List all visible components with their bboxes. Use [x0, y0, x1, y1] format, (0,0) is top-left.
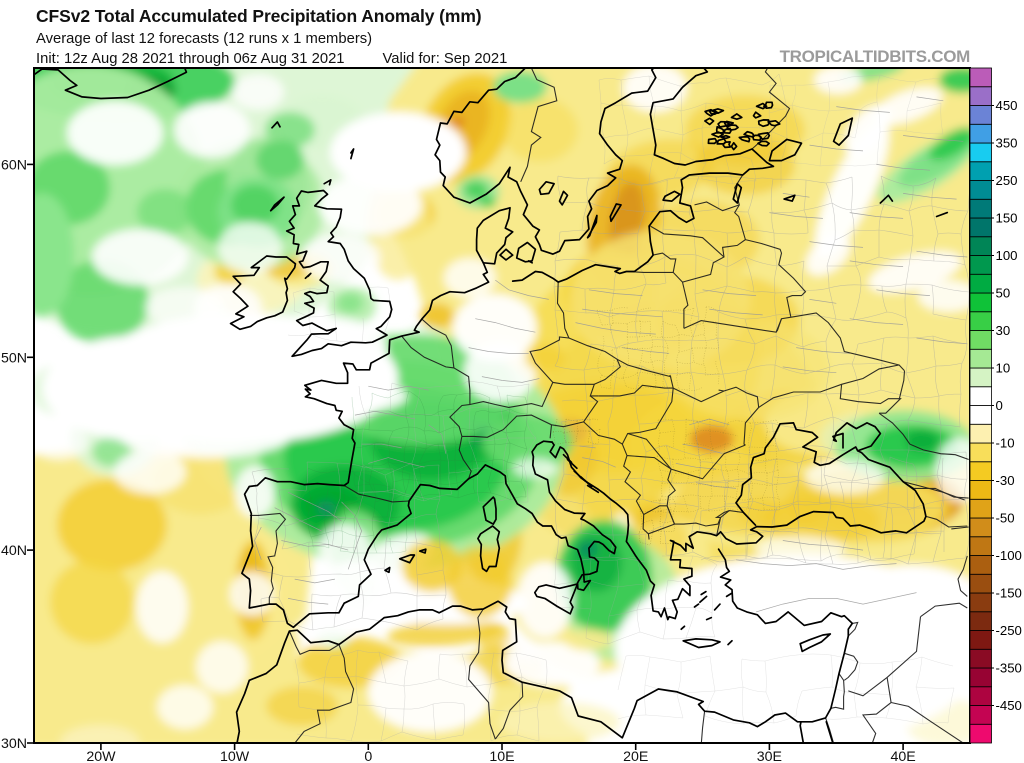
svg-text:-50: -50	[996, 511, 1015, 526]
svg-text:-150: -150	[996, 586, 1022, 601]
svg-text:-100: -100	[996, 548, 1022, 563]
svg-text:450: 450	[996, 98, 1018, 113]
svg-text:40N: 40N	[1, 543, 27, 559]
svg-text:60N: 60N	[1, 157, 27, 173]
svg-text:20E: 20E	[623, 749, 648, 763]
svg-text:50N: 50N	[1, 350, 27, 366]
svg-text:10E: 10E	[489, 749, 514, 763]
svg-text:-450: -450	[996, 698, 1022, 713]
svg-text:-250: -250	[996, 623, 1022, 638]
svg-text:0: 0	[364, 749, 372, 763]
svg-text:100: 100	[996, 248, 1018, 263]
svg-text:150: 150	[996, 211, 1018, 226]
svg-text:-30: -30	[996, 473, 1015, 488]
svg-text:350: 350	[996, 136, 1018, 151]
svg-text:-10: -10	[996, 436, 1015, 451]
svg-text:30E: 30E	[757, 749, 782, 763]
svg-text:40E: 40E	[890, 749, 915, 763]
svg-text:50: 50	[996, 286, 1011, 301]
svg-text:10: 10	[996, 361, 1011, 376]
svg-text:0: 0	[996, 398, 1003, 413]
svg-text:30: 30	[996, 323, 1011, 338]
svg-text:20W: 20W	[86, 749, 116, 763]
svg-text:250: 250	[996, 173, 1018, 188]
svg-text:30N: 30N	[1, 736, 27, 752]
svg-text:10W: 10W	[220, 749, 250, 763]
svg-text:-350: -350	[996, 661, 1022, 676]
